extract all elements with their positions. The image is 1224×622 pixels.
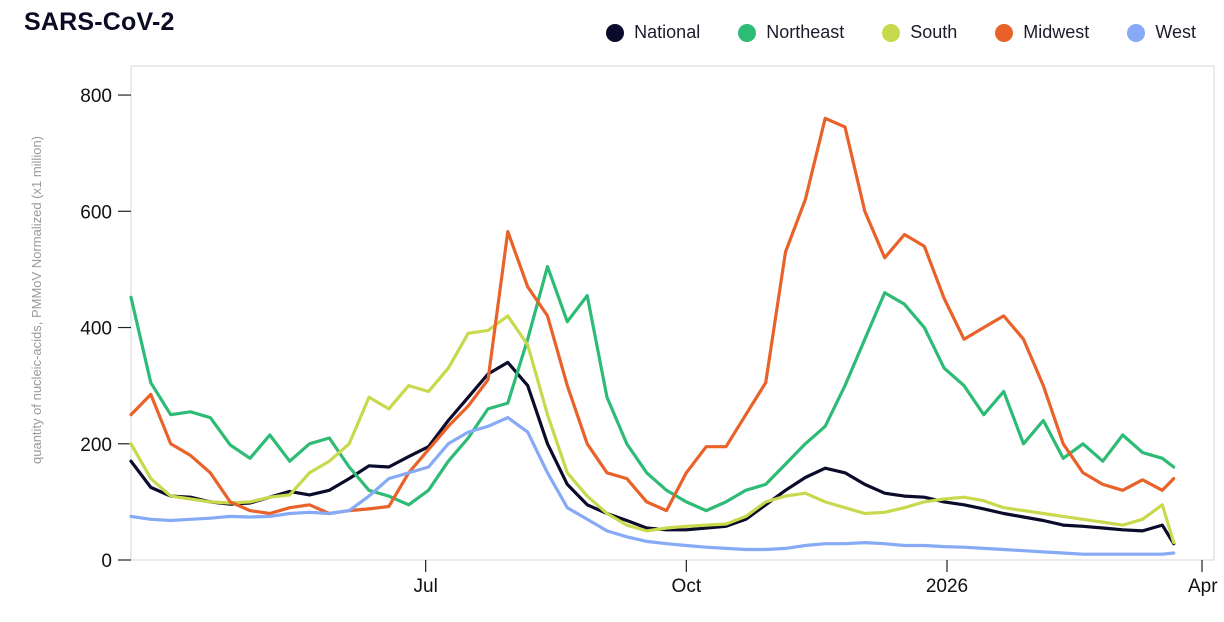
series-line-northeast[interactable]	[129, 264, 1176, 513]
y-tick-label: 800	[80, 86, 112, 107]
legend-label-west: West	[1155, 22, 1196, 42]
legend-label-northeast: Northeast	[766, 22, 845, 42]
legend-swatch-south	[882, 23, 901, 42]
x-tick-label: 2026	[926, 576, 968, 597]
legend-item-northeast[interactable]: Northeast	[738, 22, 844, 43]
legend-label-south: South	[910, 22, 958, 42]
series-line-national[interactable]	[129, 360, 1176, 546]
axes: 0 200 400 600 800 Jul Oct 2026 Apr	[80, 86, 1218, 597]
legend-item-midwest[interactable]: Midwest	[995, 22, 1089, 43]
series-line-west[interactable]	[129, 416, 1176, 556]
legend-label-midwest: Midwest	[1023, 22, 1090, 42]
chart-title: SARS-CoV-2	[24, 8, 175, 36]
legend-swatch-national	[606, 23, 625, 42]
legend-item-national[interactable]: National	[606, 22, 700, 43]
chart-legend: National Northeast South Midwest West	[606, 22, 1196, 43]
x-tick-label: Oct	[672, 576, 702, 597]
legend-swatch-midwest	[995, 23, 1014, 42]
legend-item-west[interactable]: West	[1127, 22, 1196, 43]
y-axis-title: quantity of nucleic-acids, PMMoV Normali…	[29, 136, 44, 464]
legend-swatch-west	[1127, 23, 1146, 42]
x-tick-label: Jul	[414, 576, 438, 597]
plot-frame	[130, 65, 1215, 561]
y-tick-label: 400	[80, 319, 112, 340]
series-line-midwest[interactable]	[129, 116, 1176, 516]
series-layer	[129, 116, 1176, 556]
x-tick-label: Apr	[1188, 576, 1218, 597]
legend-swatch-northeast	[738, 23, 757, 42]
y-tick-label: 0	[101, 551, 112, 572]
y-tick-label: 200	[80, 435, 112, 456]
series-line-south[interactable]	[129, 314, 1176, 545]
y-tick-label: 600	[80, 202, 112, 223]
legend-label-national: National	[634, 22, 701, 42]
legend-item-south[interactable]: South	[882, 22, 957, 43]
